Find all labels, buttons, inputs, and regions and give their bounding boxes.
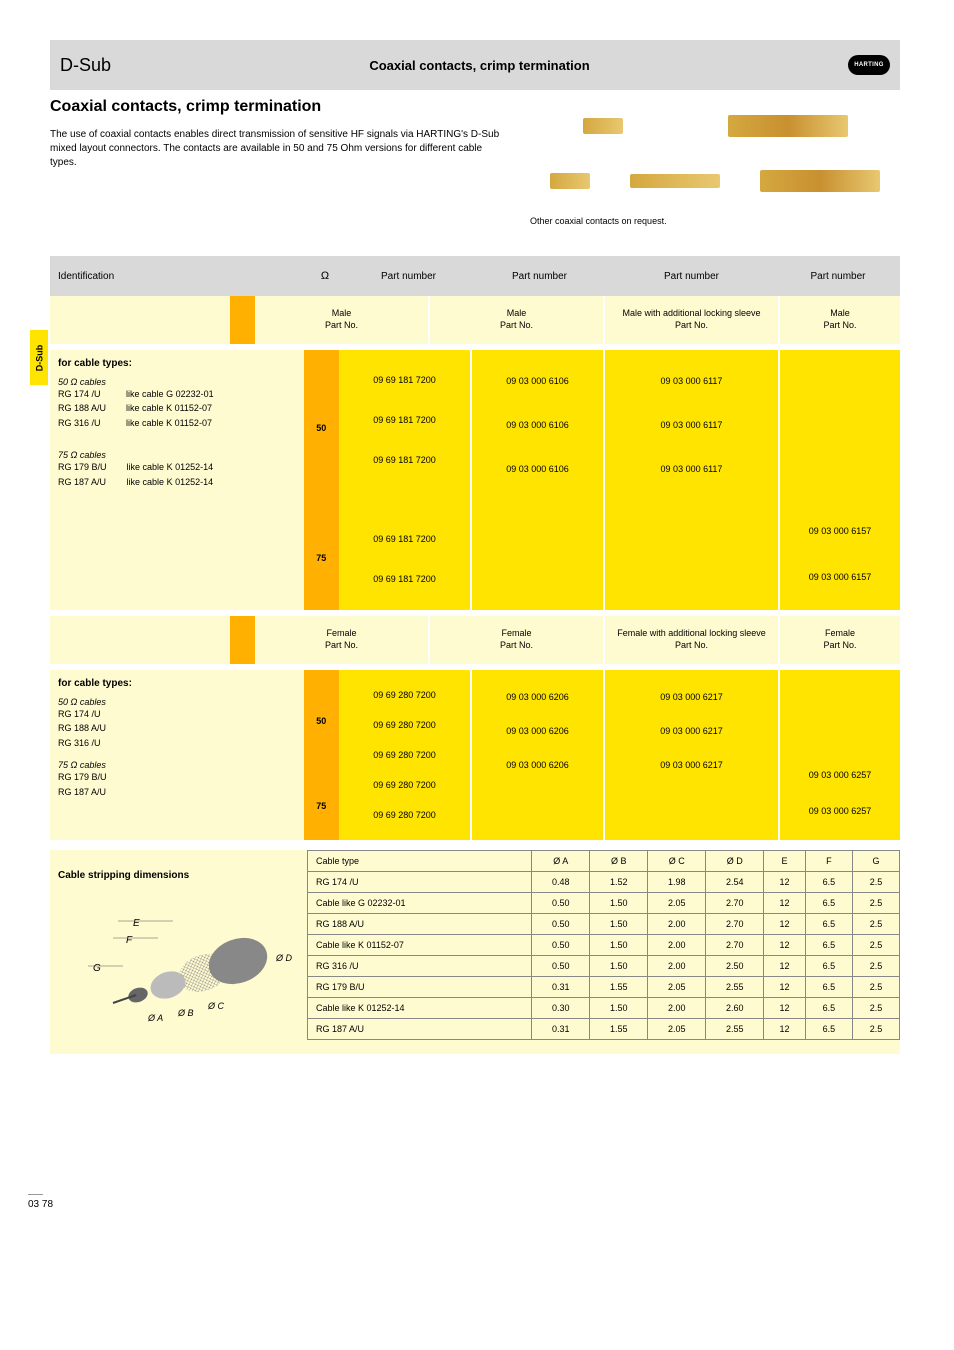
- table-row: RG 188 A/U0.501.502.002.70126.52.5: [308, 914, 900, 935]
- male-50-cables: RG 174 /U RG 188 A/U RG 316 /U: [58, 387, 106, 430]
- sub-female-d: Female Part No.: [780, 616, 900, 664]
- image-row-1: [530, 98, 900, 153]
- female-section: for cable types: 50 Ω cables RG 174 /U R…: [50, 670, 900, 840]
- header-left-title: D-Sub: [60, 55, 111, 76]
- svg-text:Ø A: Ø A: [147, 1013, 163, 1023]
- dims-table-wrap: Cable type Ø A Ø B Ø C Ø D E F G RG 174 …: [307, 850, 900, 1054]
- intro-images: Other coaxial contacts on request.: [530, 98, 900, 226]
- male-75-cables: RG 179 B/U RG 187 A/U: [58, 460, 107, 489]
- connector-image-small-2: [550, 173, 590, 189]
- female-col-b: 09 03 000 6206 09 03 000 6206 09 03 000 …: [472, 670, 603, 840]
- table-row: RG 179 B/U0.311.552.052.55126.52.5: [308, 977, 900, 998]
- sub-male-d: Male Part No.: [780, 296, 900, 344]
- ohm-male-50: 50: [304, 350, 339, 506]
- table-row: Cable like G 02232-010.501.502.052.70126…: [308, 893, 900, 914]
- female-75-cables: RG 179 B/U RG 187 A/U: [58, 770, 296, 799]
- male-data: 09 69 181 7200 09 69 181 7200 09 69 181 …: [339, 350, 900, 610]
- female-ohm-col: 50 75: [304, 670, 339, 840]
- ohm-male-75: 75: [304, 506, 339, 610]
- sub-female-c: Female with additional locking sleeve Pa…: [605, 616, 778, 664]
- female-subheader: Female Part No. Female Part No. Female w…: [50, 616, 900, 664]
- spec-header-col-d: Part number: [778, 271, 898, 282]
- male-ohm-col: 50 75: [304, 350, 339, 610]
- male-50-label: 50 Ω cables: [58, 377, 296, 387]
- male-50-like: like cable G 02232-01 like cable K 01152…: [126, 387, 214, 430]
- female-left: for cable types: 50 Ω cables RG 174 /U R…: [50, 670, 304, 840]
- female-50-label: 50 Ω cables: [58, 697, 296, 707]
- svg-text:G: G: [93, 963, 101, 974]
- sub-male-b: Male Part No.: [430, 296, 603, 344]
- male-col-c: 09 03 000 6117 09 03 000 6117 09 03 000 …: [605, 350, 778, 610]
- dims-header-row: Cable type Ø A Ø B Ø C Ø D E F G: [308, 851, 900, 872]
- intro-note: Other coaxial contacts on request.: [530, 216, 900, 226]
- male-left: for cable types: 50 Ω cables RG 174 /U R…: [50, 350, 304, 610]
- connector-image-small-1: [583, 118, 623, 134]
- side-tab-label: D-Sub: [34, 344, 44, 371]
- intro-body: The use of coaxial contacts enables dire…: [50, 128, 510, 170]
- female-col-a: 09 69 280 7200 09 69 280 7200 09 69 280 …: [339, 670, 470, 840]
- svg-text:F: F: [126, 935, 133, 946]
- female-50-cables: RG 174 /U RG 188 A/U RG 316 /U: [58, 707, 296, 750]
- cable-diagram-icon: E F G Ø A Ø B Ø C Ø D: [58, 891, 298, 1031]
- dims-section: Cable stripping dimensions E F G Ø A Ø B…: [50, 850, 900, 1054]
- image-row-2: [530, 153, 900, 208]
- svg-text:Ø B: Ø B: [177, 1008, 194, 1018]
- male-col-a: 09 69 181 7200 09 69 181 7200 09 69 181 …: [339, 350, 470, 610]
- table-row: Cable like K 01152-070.501.502.002.70126…: [308, 935, 900, 956]
- sub-female-b: Female Part No.: [430, 616, 603, 664]
- connector-image-wide-1: [728, 115, 848, 137]
- male-subheader-ohm: [230, 296, 255, 344]
- page-content: D-Sub Coaxial contacts, crimp terminatio…: [50, 40, 900, 1054]
- table-row: RG 316 /U0.501.502.002.50126.52.5: [308, 956, 900, 977]
- male-section: for cable types: 50 Ω cables RG 174 /U R…: [50, 350, 900, 610]
- male-75-like: like cable K 01252-14 like cable K 01252…: [127, 460, 214, 489]
- svg-text:E: E: [133, 918, 140, 929]
- female-75-label: 75 Ω cables: [58, 760, 296, 770]
- table-row: RG 187 A/U0.311.552.052.55126.52.5: [308, 1019, 900, 1040]
- page-number: 03 78: [28, 1199, 53, 1210]
- female-col-c: 09 03 000 6217 09 03 000 6217 09 03 000 …: [605, 670, 778, 840]
- female-subheader-ohm: [230, 616, 255, 664]
- page-header: D-Sub Coaxial contacts, crimp terminatio…: [50, 40, 900, 90]
- sub-female-a: Female Part No.: [255, 616, 428, 664]
- sub-male-a: Male Part No.: [255, 296, 428, 344]
- dims-table: Cable type Ø A Ø B Ø C Ø D E F G RG 174 …: [307, 850, 900, 1040]
- side-tab: D-Sub: [30, 330, 48, 385]
- connector-image-mid: [630, 174, 720, 188]
- connector-image-wide-2: [760, 170, 880, 192]
- harting-logo: HARTING: [848, 55, 890, 75]
- intro-text: Coaxial contacts, crimp termination The …: [50, 98, 530, 226]
- ohm-header: Ω: [307, 270, 343, 282]
- female-subheader-left: [50, 616, 230, 664]
- svg-text:Ø C: Ø C: [207, 1001, 225, 1011]
- ohm-female-50: 50: [304, 670, 339, 772]
- female-title: for cable types:: [58, 678, 296, 689]
- dims-diagram: Cable stripping dimensions E F G Ø A Ø B…: [50, 850, 307, 1054]
- intro-section: Coaxial contacts, crimp termination The …: [50, 98, 900, 226]
- table-row: Cable like K 01252-140.301.502.002.60126…: [308, 998, 900, 1019]
- header-right-title: Coaxial contacts, crimp termination: [369, 58, 589, 73]
- ohm-female-75: 75: [304, 772, 339, 840]
- male-col-d: 09 03 000 6157 09 03 000 6157: [780, 350, 900, 610]
- male-title: for cable types:: [58, 358, 296, 369]
- spec-header-col-c: Part number: [605, 271, 778, 282]
- spec-header-row: Identification Ω Part number Part number…: [50, 256, 900, 296]
- male-subheader: Male Part No. Male Part No. Male with ad…: [50, 296, 900, 344]
- spec-header-col-b: Part number: [474, 271, 605, 282]
- dims-heading: Cable stripping dimensions: [58, 870, 299, 881]
- male-subheader-left: [50, 296, 230, 344]
- intro-heading: Coaxial contacts, crimp termination: [50, 98, 510, 116]
- male-col-b: 09 03 000 6106 09 03 000 6106 09 03 000 …: [472, 350, 603, 610]
- svg-text:Ø D: Ø D: [275, 953, 293, 963]
- sub-male-c: Male with additional locking sleeve Part…: [605, 296, 778, 344]
- male-75-label: 75 Ω cables: [58, 450, 296, 460]
- male-subheader-cells: Male Part No. Male Part No. Male with ad…: [255, 296, 900, 344]
- female-col-d: 09 03 000 6257 09 03 000 6257: [780, 670, 900, 840]
- female-data: 09 69 280 7200 09 69 280 7200 09 69 280 …: [339, 670, 900, 840]
- table-row: RG 174 /U0.481.521.982.54126.52.5: [308, 872, 900, 893]
- spec-header-label: Identification: [50, 271, 307, 282]
- female-subheader-cells: Female Part No. Female Part No. Female w…: [255, 616, 900, 664]
- spec-header-col-a: Part number: [343, 271, 474, 282]
- page-num-rule: [28, 1194, 43, 1195]
